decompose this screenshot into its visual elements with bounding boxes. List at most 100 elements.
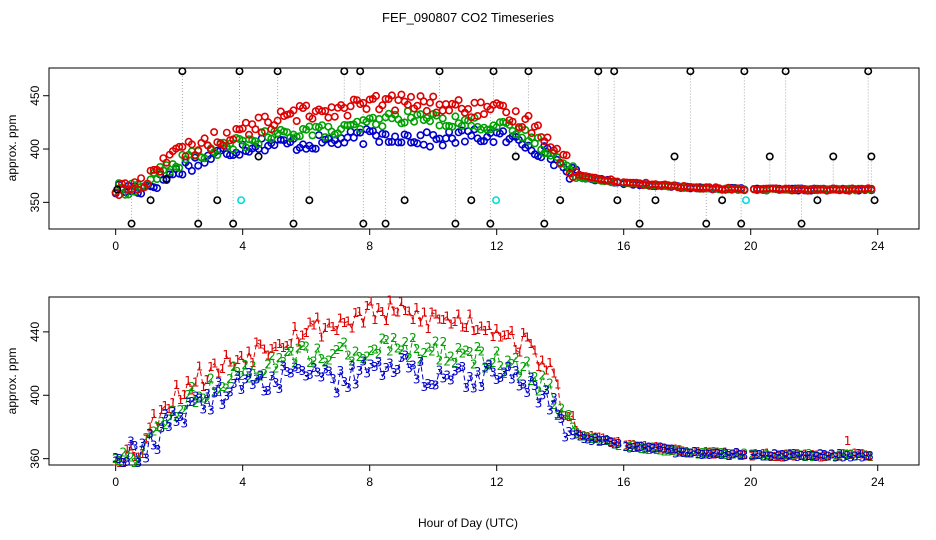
s1-point (343, 111, 352, 120)
s1-label-point: 1 (238, 349, 246, 363)
s2-label-point: 2 (459, 346, 467, 360)
s1-label-point: 1 (333, 324, 341, 338)
s2-label-point: 2 (539, 369, 547, 383)
s2-label-point: 2 (695, 448, 703, 462)
s3-label-point: 3 (569, 429, 577, 443)
s3-label-point: 3 (443, 369, 451, 383)
s1-label-point: 1 (554, 378, 562, 392)
s2-label-point: 2 (348, 355, 356, 369)
s1-label-point: 1 (222, 348, 230, 362)
y-tick-label: 360 (28, 448, 42, 468)
s2-label-point: 2 (683, 446, 691, 460)
s1-label-point: 1 (714, 446, 722, 460)
s2-label-point: 2 (154, 420, 162, 434)
s3-label-point: 3 (847, 451, 855, 465)
s2-label-point: 2 (158, 415, 166, 429)
x-tick-label: 0 (112, 239, 119, 253)
s1-point (219, 141, 228, 150)
s2-label-point: 2 (676, 443, 684, 457)
s1-label-point: 1 (809, 448, 817, 462)
s1-label-point: 1 (500, 329, 508, 343)
s3-label-point: 3 (154, 443, 162, 457)
s1-label-point: 1 (801, 448, 809, 462)
s1-label-point: 1 (462, 321, 470, 335)
s1-point (181, 152, 190, 161)
s1-point (200, 134, 209, 143)
s3-label-point: 3 (588, 434, 596, 448)
s2-label-point: 2 (542, 383, 550, 397)
s1-label-point: 1 (215, 367, 223, 381)
s2-label-point: 2 (142, 431, 150, 445)
s3-label-point: 3 (428, 378, 436, 392)
s2-label-point: 2 (573, 425, 581, 439)
s3-label-point: 3 (211, 386, 219, 400)
s2-label-point: 2 (851, 450, 859, 464)
s2-point (229, 145, 238, 154)
s2-label-point: 2 (180, 403, 188, 417)
s1-label-point: 1 (626, 438, 634, 452)
s3-label-point: 3 (733, 446, 741, 460)
s2-label-point: 2 (291, 356, 299, 370)
s3-point (381, 130, 390, 139)
s3-label-point: 3 (702, 448, 710, 462)
s1-point (349, 95, 358, 104)
s2-label-point: 2 (276, 351, 284, 365)
s3-label-point: 3 (420, 380, 428, 394)
s3-label-point: 3 (390, 366, 398, 380)
s1-label-point: 1 (577, 428, 585, 442)
s1-point (533, 121, 542, 130)
s2-label-point: 2 (840, 447, 848, 461)
s1-label-point: 1 (173, 378, 181, 392)
s3-label-point: 3 (767, 449, 775, 463)
bottom-panel-marks: 1111111111111111111111111111111111111111… (112, 293, 874, 470)
s2-label-point: 2 (561, 409, 569, 423)
s3-label-point: 3 (276, 382, 284, 396)
s2-label-point: 2 (127, 450, 135, 464)
s1-label-point: 1 (779, 450, 787, 464)
y-tick-label: 400 (28, 385, 42, 405)
s3-label-point: 3 (862, 449, 870, 463)
s3-label-point: 3 (196, 391, 204, 405)
s3-label-point: 3 (828, 447, 836, 461)
raw-point (489, 67, 498, 76)
raw-point (702, 219, 711, 228)
s1-label-point: 1 (695, 445, 703, 459)
s2-point (483, 125, 492, 134)
s1-label-point: 1 (836, 449, 844, 463)
s2-point (438, 114, 447, 123)
s1-point (210, 128, 219, 137)
s2-point (540, 149, 549, 158)
s3-label-point: 3 (706, 448, 714, 462)
s2-label-point: 2 (478, 345, 486, 359)
s3-label-point: 3 (657, 441, 665, 455)
s1-point (438, 106, 447, 115)
s1-label-point: 1 (207, 360, 215, 374)
s2-label-point: 2 (405, 351, 413, 365)
flag-point (741, 196, 750, 205)
s2-point (308, 131, 317, 140)
s3-label-point: 3 (611, 438, 619, 452)
s3-label-point: 3 (260, 385, 268, 399)
s2-label-point: 2 (805, 447, 813, 461)
s3-label-point: 3 (603, 433, 611, 447)
s3-label-point: 3 (512, 364, 520, 378)
s1-label-point: 1 (459, 321, 467, 335)
s2-label-point: 2 (119, 446, 127, 460)
s1-label-point: 1 (489, 330, 497, 344)
s3-label-point: 3 (836, 447, 844, 461)
s1-point (162, 158, 171, 167)
s3-label-point: 3 (645, 441, 653, 455)
s1-point (251, 125, 260, 134)
s2-label-point: 2 (337, 340, 345, 354)
s1-point (518, 123, 527, 132)
s3-label-point: 3 (466, 370, 474, 384)
s1-label-point: 1 (199, 380, 207, 394)
s1-label-point: 1 (763, 447, 771, 461)
s3-label-point: 3 (405, 362, 413, 376)
s3-label-point: 3 (626, 442, 634, 456)
s3-label-point: 3 (756, 448, 764, 462)
s3-point (467, 131, 476, 140)
s1-point (289, 106, 298, 115)
s2-label-point: 2 (211, 385, 219, 399)
s3-point (375, 138, 384, 147)
